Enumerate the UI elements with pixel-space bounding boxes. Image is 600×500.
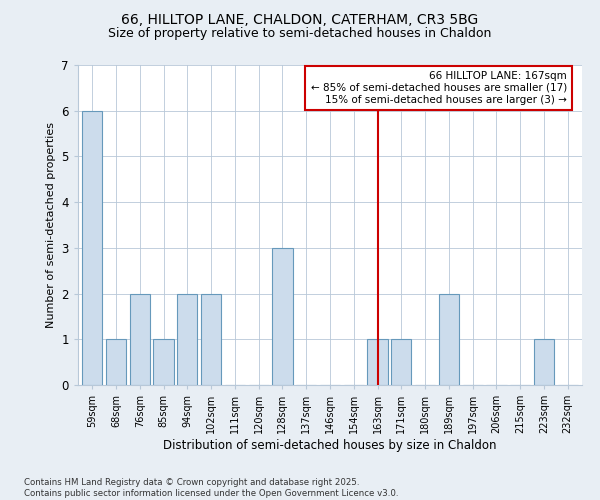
Bar (130, 294, 150, 385)
Text: Size of property relative to semi-detached houses in Chaldon: Size of property relative to semi-detach… (109, 28, 491, 40)
X-axis label: Distribution of semi-detached houses by size in Chaldon: Distribution of semi-detached houses by … (163, 439, 497, 452)
Bar (201, 294, 221, 385)
Bar (272, 248, 293, 385)
Y-axis label: Number of semi-detached properties: Number of semi-detached properties (46, 122, 56, 328)
Bar (154, 340, 173, 385)
Bar (439, 294, 459, 385)
Text: 66, HILLTOP LANE, CHALDON, CATERHAM, CR3 5BG: 66, HILLTOP LANE, CHALDON, CATERHAM, CR3… (121, 12, 479, 26)
Text: Contains HM Land Registry data © Crown copyright and database right 2025.
Contai: Contains HM Land Registry data © Crown c… (24, 478, 398, 498)
Bar (106, 340, 126, 385)
Bar (367, 340, 388, 385)
Text: 66 HILLTOP LANE: 167sqm
← 85% of semi-detached houses are smaller (17)
15% of se: 66 HILLTOP LANE: 167sqm ← 85% of semi-de… (311, 72, 567, 104)
Bar (177, 294, 197, 385)
Bar (82, 110, 103, 385)
Bar (534, 340, 554, 385)
Bar (391, 340, 412, 385)
